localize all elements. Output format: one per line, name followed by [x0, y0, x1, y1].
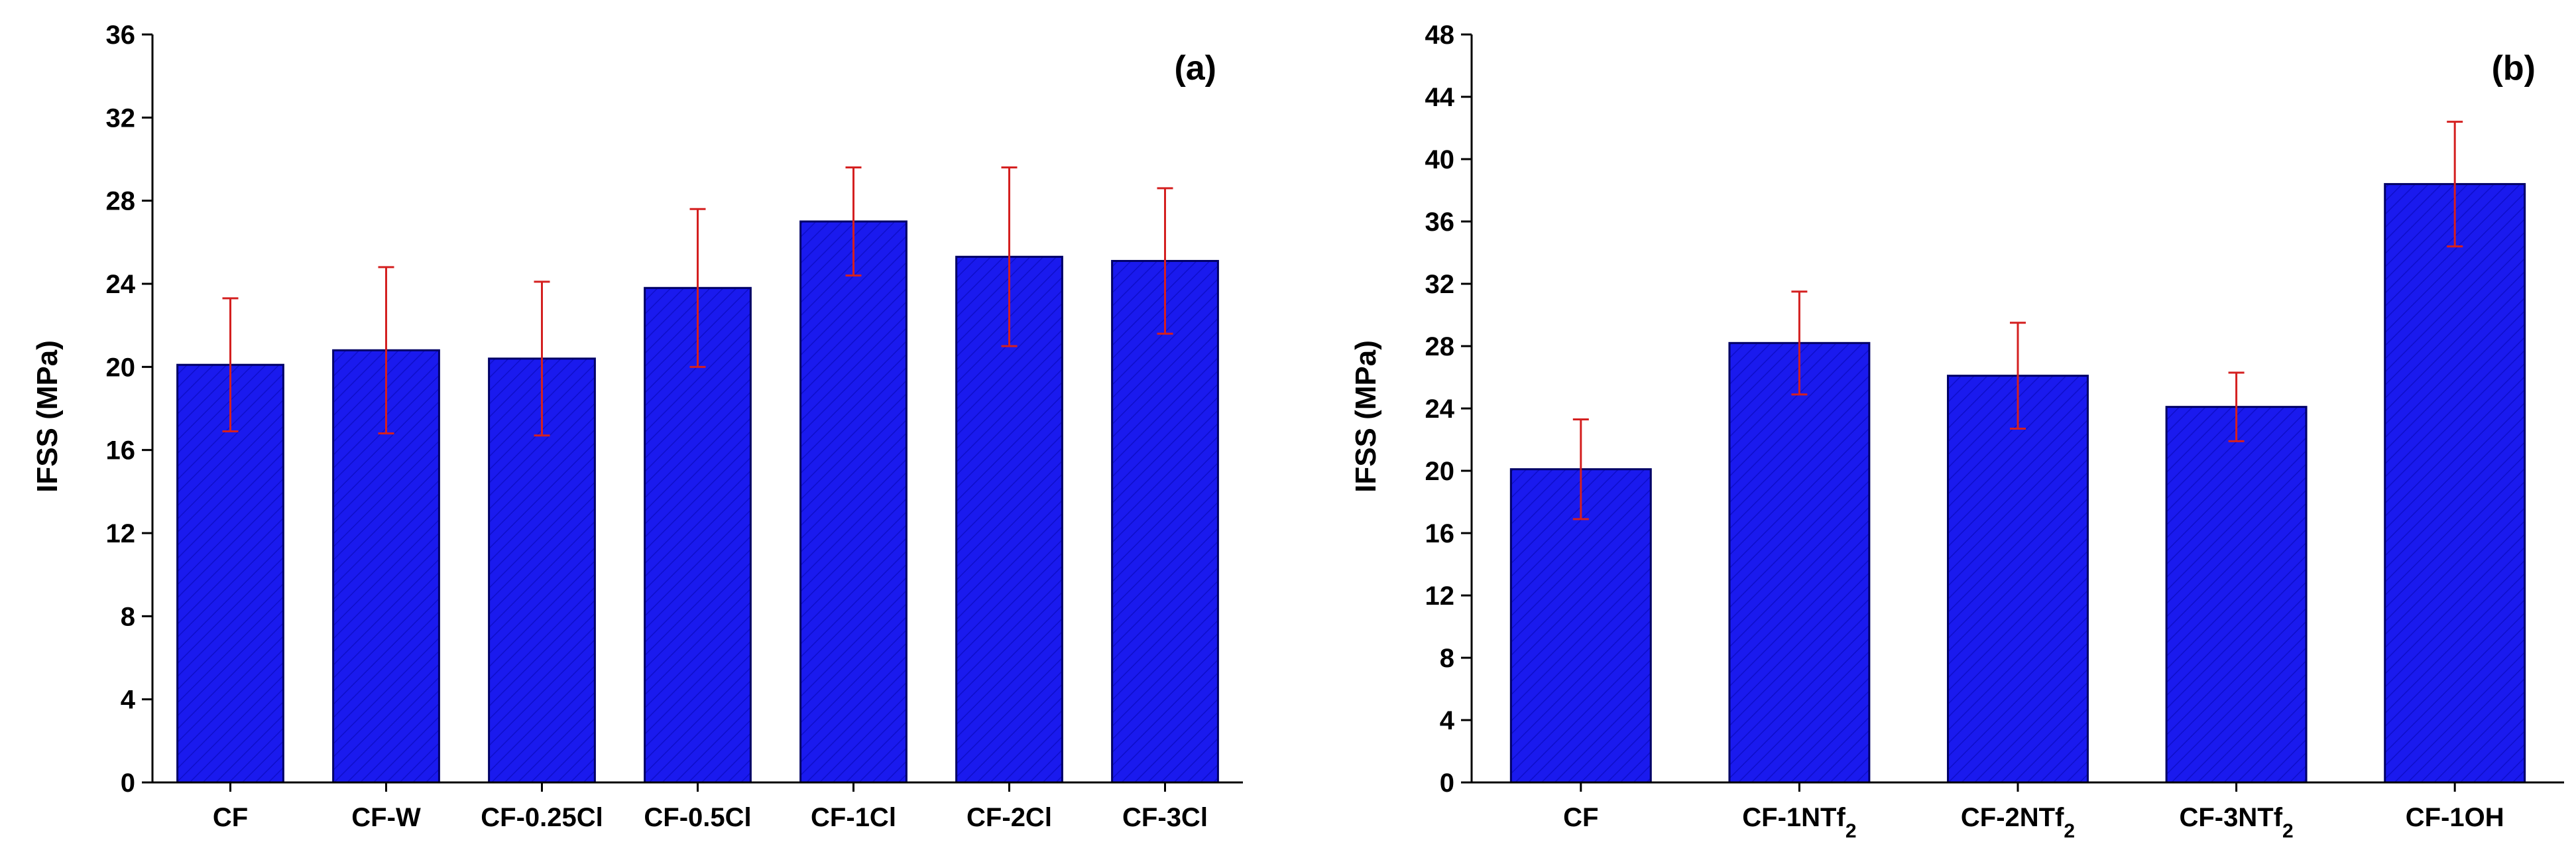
error-bars-group: [1572, 121, 2463, 521]
x-tick-label: CF: [213, 803, 248, 832]
y-tick-label: 20: [1425, 457, 1455, 486]
bar-hatch: [1509, 468, 1652, 784]
bar-hatch: [1728, 341, 1871, 784]
y-tick-label: 0: [121, 769, 135, 798]
y-tick-label: 32: [1425, 270, 1455, 299]
y-tick-label: 44: [1425, 83, 1455, 112]
y-tick-label: 32: [106, 103, 136, 133]
y-tick-label: 28: [1425, 332, 1455, 361]
x-tick-label: CF-3Cl: [1122, 803, 1208, 832]
bar-hatch: [2165, 406, 2308, 784]
bar-hatch: [176, 363, 284, 784]
y-axis-label: IFSS (MPa): [1350, 340, 1382, 493]
x-tick-label: CF-2Cl: [966, 803, 1052, 832]
y-tick-label: 36: [1425, 208, 1455, 237]
y-tick-label: 24: [1425, 395, 1455, 424]
y-tick-label: 8: [121, 602, 135, 631]
bar-hatch: [1111, 260, 1219, 784]
y-tick-label: 4: [1440, 706, 1455, 735]
error-bars-group: [222, 166, 1173, 437]
y-tick-label: 12: [106, 519, 136, 548]
y-tick-label: 40: [1425, 145, 1455, 174]
x-tick-label: CF-W: [351, 803, 421, 832]
y-axis-ticks: 0 4 8 12 16 20 24 28 32 36: [106, 21, 152, 798]
x-tick-label: CF-3NTf2: [2179, 803, 2293, 842]
panel-label: (b): [2492, 49, 2536, 88]
x-axis-ticks: CF CF-W CF-0.25Cl CF-0.5Cl CF-1Cl CF-2Cl CF-3C…: [213, 782, 1208, 832]
x-tick-label: CF-1OH: [2406, 803, 2504, 832]
x-tick-label: CF-0.25Cl: [481, 803, 603, 832]
bar-hatch: [2384, 183, 2526, 784]
panel-label: (a): [1174, 49, 1216, 88]
x-tick-label: CF-2NTf2: [1961, 803, 2075, 842]
y-axis-label: IFSS (MPa): [31, 340, 64, 493]
y-tick-label: 36: [106, 21, 136, 50]
y-tick-label: 4: [121, 686, 136, 715]
y-tick-label: 12: [1425, 582, 1455, 611]
bars-group: [1509, 183, 2526, 784]
y-tick-label: 20: [106, 353, 136, 382]
y-tick-label: 28: [106, 187, 136, 216]
y-tick-label: 16: [106, 436, 136, 465]
x-tick-label: CF-1Cl: [811, 803, 896, 832]
y-tick-label: 48: [1425, 21, 1455, 50]
x-tick-label: CF-0.5Cl: [644, 803, 751, 832]
bar-hatch: [799, 220, 907, 784]
x-tick-label: CF-1NTf2: [1742, 803, 1856, 842]
bar-hatch: [1947, 375, 2089, 784]
x-axis-ticks: CF CF-1NTf2 CF-2NTf2 CF-3NTf2 CF-1OH: [1563, 782, 2504, 842]
y-tick-label: 16: [1425, 519, 1455, 548]
y-tick-label: 8: [1440, 644, 1454, 673]
y-tick-label: 0: [1440, 769, 1454, 798]
x-tick-label: CF: [1563, 803, 1598, 832]
y-tick-label: 24: [106, 270, 136, 299]
